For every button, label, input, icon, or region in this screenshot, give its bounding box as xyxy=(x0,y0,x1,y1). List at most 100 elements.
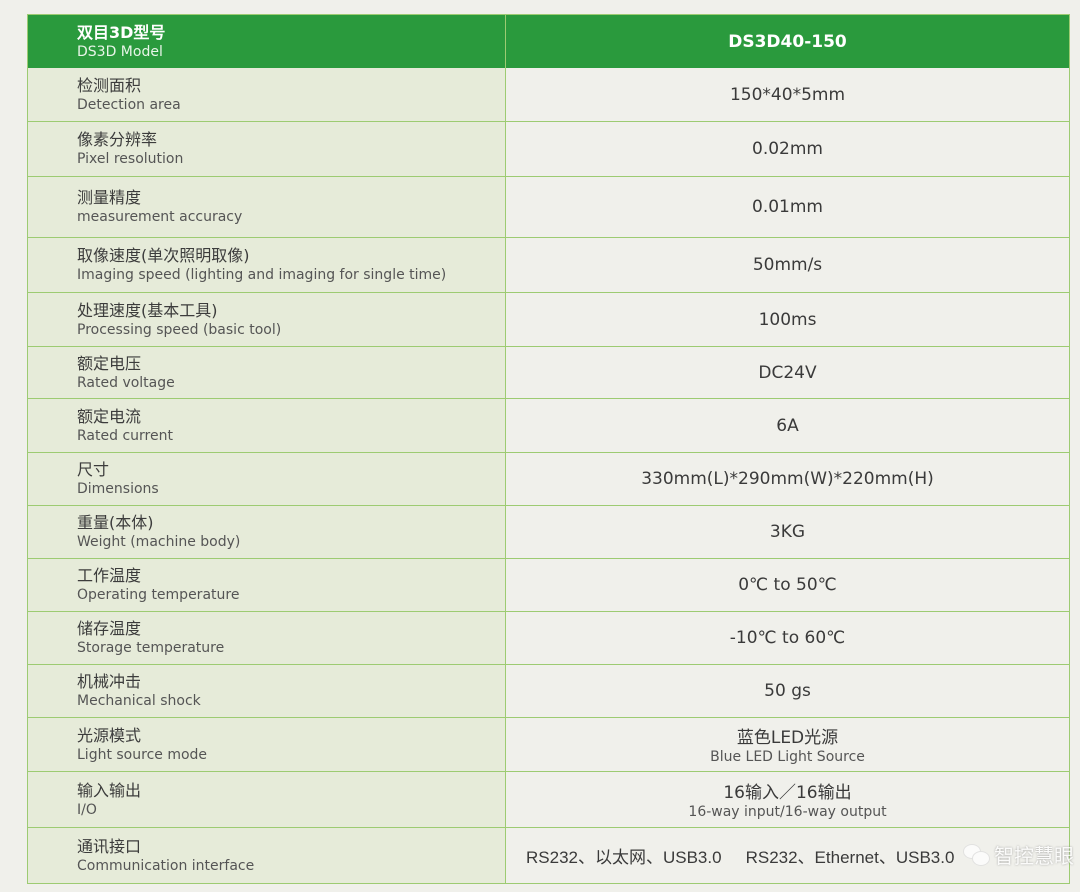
row-value: 0℃ to 50℃ xyxy=(738,575,837,595)
table-row: 检测面积 Detection area 150*40*5mm xyxy=(28,68,1069,121)
row-label-cn: 机械冲击 xyxy=(77,672,142,691)
row-label-en: Pixel resolution xyxy=(77,151,184,167)
row-label-cn: 测量精度 xyxy=(77,188,142,207)
row-value-cell: 16输入／16输出 16-way input/16-way output xyxy=(506,772,1069,827)
table-row: 储存温度 Storage temperature -10℃ to 60℃ xyxy=(28,611,1069,664)
row-value: 50 gs xyxy=(764,681,811,701)
row-label-cell: 像素分辨率 Pixel resolution xyxy=(28,122,506,176)
row-label-cn: 取像速度(单次照明取像) xyxy=(77,246,250,265)
row-label-cell: 取像速度(单次照明取像) Imaging speed (lighting and… xyxy=(28,238,506,292)
row-label-cell: 额定电压 Rated voltage xyxy=(28,347,506,398)
row-value: 330mm(L)*290mm(W)*220mm(H) xyxy=(641,469,934,489)
row-value-cell: 50 gs xyxy=(506,665,1069,717)
row-label-en: Communication interface xyxy=(77,857,255,874)
table-row: 工作温度 Operating temperature 0℃ to 50℃ xyxy=(28,558,1069,611)
row-label-en: Weight (machine body) xyxy=(77,534,241,550)
table-row: 测量精度 measurement accuracy 0.01mm xyxy=(28,176,1069,237)
table-row: 机械冲击 Mechanical shock 50 gs xyxy=(28,664,1069,717)
row-label-cn: 通讯接口 xyxy=(77,836,142,856)
row-label-cn: 检测面积 xyxy=(77,75,142,95)
row-label-cn: 像素分辨率 xyxy=(77,130,158,149)
header-label-cell: 双目3D型号 DS3D Model xyxy=(28,15,506,68)
row-label-en: Dimensions xyxy=(77,481,159,497)
row-value-cell: 50mm/s xyxy=(506,238,1069,292)
table-row: 额定电流 Rated current 6A xyxy=(28,398,1069,452)
row-label-cell: 工作温度 Operating temperature xyxy=(28,559,506,611)
row-value-cell: 0.01mm xyxy=(506,177,1069,237)
row-value: 50mm/s xyxy=(752,255,823,275)
row-label-cn: 额定电压 xyxy=(77,353,142,373)
row-value: 蓝色LED光源 xyxy=(736,728,839,748)
row-value-cell: 3KG xyxy=(506,506,1069,558)
row-value: -10℃ to 60℃ xyxy=(729,628,846,648)
row-value-cell: 0.02mm xyxy=(506,122,1069,176)
table-row: 处理速度(基本工具) Processing speed (basic tool)… xyxy=(28,292,1069,346)
row-value: 0.01mm xyxy=(752,197,823,217)
row-value-cell: 蓝色LED光源 Blue LED Light Source xyxy=(506,718,1069,771)
row-value-en: RS232、Ethernet、USB3.0 xyxy=(745,848,955,867)
row-label-en: I/O xyxy=(77,801,97,818)
table-row: 重量(本体) Weight (machine body) 3KG xyxy=(28,505,1069,558)
row-label-cn: 重量(本体) xyxy=(77,513,154,532)
row-value-cell: DC24V xyxy=(506,347,1069,398)
row-value: 16输入／16输出 xyxy=(723,783,852,803)
row-label-cell: 检测面积 Detection area xyxy=(28,68,506,121)
row-label-cn: 处理速度(基本工具) xyxy=(77,300,218,320)
row-value-cell: 0℃ to 50℃ xyxy=(506,559,1069,611)
row-label-cn: 光源模式 xyxy=(77,725,142,745)
row-value: DC24V xyxy=(758,362,817,383)
table-row: 通讯接口 Communication interface RS232、以太网、U… xyxy=(28,827,1069,883)
table-row: 光源模式 Light source mode 蓝色LED光源 Blue LED L… xyxy=(28,717,1069,771)
row-label-cn: 额定电流 xyxy=(77,406,142,426)
row-value: 150*40*5mm xyxy=(729,84,845,105)
row-value-cell: 150*40*5mm xyxy=(506,68,1069,121)
row-value: 6A xyxy=(776,415,799,436)
row-label-cell: 处理速度(基本工具) Processing speed (basic tool) xyxy=(28,293,506,346)
table-row: 额定电压 Rated voltage DC24V xyxy=(28,346,1069,398)
row-value-cell: 6A xyxy=(506,399,1069,452)
row-label-en: Processing speed (basic tool) xyxy=(77,321,282,338)
table-row: 尺寸 Dimensions 330mm(L)*290mm(W)*220mm(H) xyxy=(28,452,1069,505)
row-label-en: Operating temperature xyxy=(77,587,240,603)
row-label-cell: 储存温度 Storage temperature xyxy=(28,612,506,664)
row-label-en: Storage temperature xyxy=(77,640,225,656)
row-label-cell: 光源模式 Light source mode xyxy=(28,718,506,771)
row-label-cell: 测量精度 measurement accuracy xyxy=(28,177,506,237)
row-value: 0.02mm xyxy=(752,139,823,159)
row-label-en: Rated current xyxy=(77,427,173,444)
row-label-en: Detection area xyxy=(77,96,181,113)
model-value: DS3D40-150 xyxy=(728,31,847,52)
row-label-cell: 输入输出 I/O xyxy=(28,772,506,827)
header-value-cell: DS3D40-150 xyxy=(506,15,1069,68)
row-label-cn: 储存温度 xyxy=(77,619,142,638)
spec-table: 双目3D型号 DS3D Model DS3D40-150 检测面积 Detect… xyxy=(27,14,1070,884)
row-value-sub: Blue LED Light Source xyxy=(710,749,865,765)
row-label-cell: 重量(本体) Weight (machine body) xyxy=(28,506,506,558)
row-label-cell: 额定电流 Rated current xyxy=(28,399,506,452)
row-value: 3KG xyxy=(769,522,806,542)
row-value: RS232、以太网、USB3.0 xyxy=(526,848,722,867)
row-value: 100ms xyxy=(758,309,817,330)
row-label-en: Rated voltage xyxy=(77,374,175,391)
header-label-cn: 双目3D型号 xyxy=(77,22,166,42)
row-value-cell: 330mm(L)*290mm(W)*220mm(H) xyxy=(506,453,1069,505)
row-label-cell: 尺寸 Dimensions xyxy=(28,453,506,505)
row-value-cell: -10℃ to 60℃ xyxy=(506,612,1069,664)
row-label-cn: 工作温度 xyxy=(77,566,142,585)
header-label-en: DS3D Model xyxy=(77,43,163,60)
watermark-text: 智控慧眼 xyxy=(994,844,1074,868)
table-row: 输入输出 I/O 16输入／16输出 16-way input/16-way ou… xyxy=(28,771,1069,827)
row-label-en: measurement accuracy xyxy=(77,209,243,225)
row-label-cn: 尺寸 xyxy=(77,460,110,479)
row-label-cn: 输入输出 xyxy=(77,780,142,800)
row-value-sub: 16-way input/16-way output xyxy=(688,804,887,820)
table-row: 像素分辨率 Pixel resolution 0.02mm xyxy=(28,121,1069,176)
table-row: 取像速度(单次照明取像) Imaging speed (lighting and… xyxy=(28,237,1069,292)
wechat-icon xyxy=(962,843,990,866)
row-label-en: Light source mode xyxy=(77,746,208,763)
row-value-cell: 100ms xyxy=(506,293,1069,346)
watermark: 智控慧眼 xyxy=(962,840,1074,869)
row-label-cell: 通讯接口 Communication interface xyxy=(28,828,506,883)
row-label-en: Mechanical shock xyxy=(77,693,201,709)
table-header-row: 双目3D型号 DS3D Model DS3D40-150 xyxy=(28,15,1069,68)
